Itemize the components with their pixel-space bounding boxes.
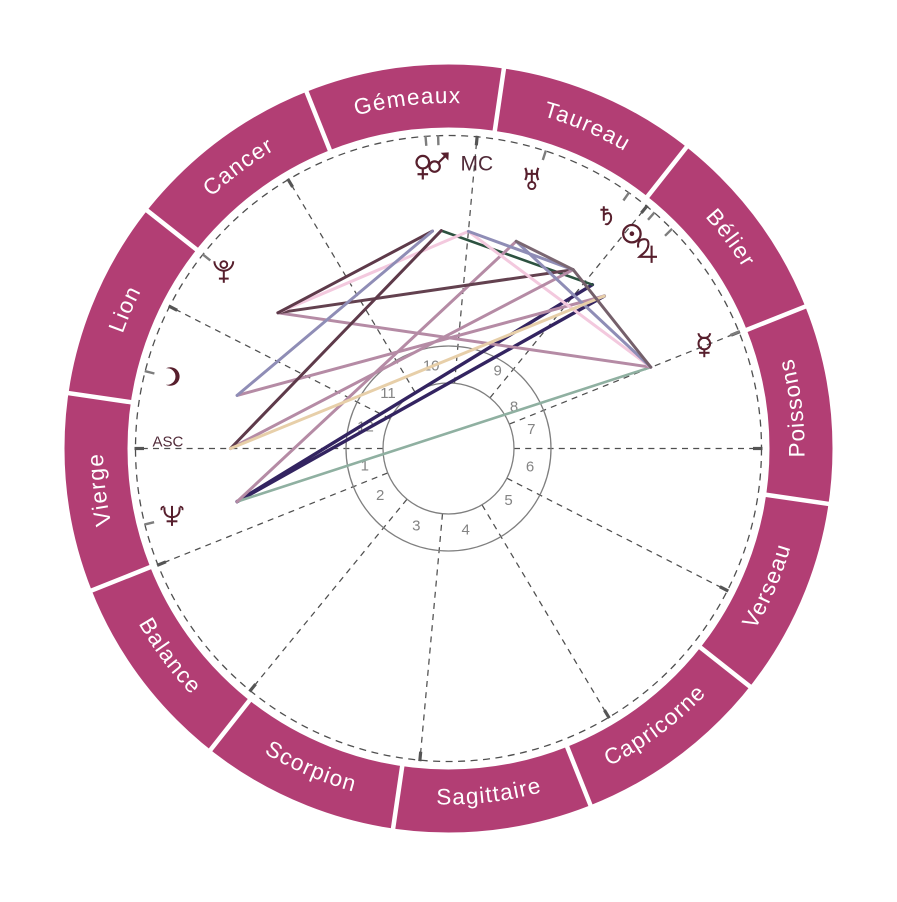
svg-text:MC: MC — [461, 152, 494, 175]
svg-text:7: 7 — [527, 421, 535, 438]
svg-text:4: 4 — [462, 522, 470, 539]
svg-text:9: 9 — [494, 362, 502, 379]
svg-text:3: 3 — [412, 518, 420, 535]
svg-text:2: 2 — [376, 487, 384, 504]
svg-text:5: 5 — [504, 492, 512, 509]
svg-text:ASC: ASC — [153, 433, 184, 450]
svg-text:6: 6 — [526, 459, 534, 476]
